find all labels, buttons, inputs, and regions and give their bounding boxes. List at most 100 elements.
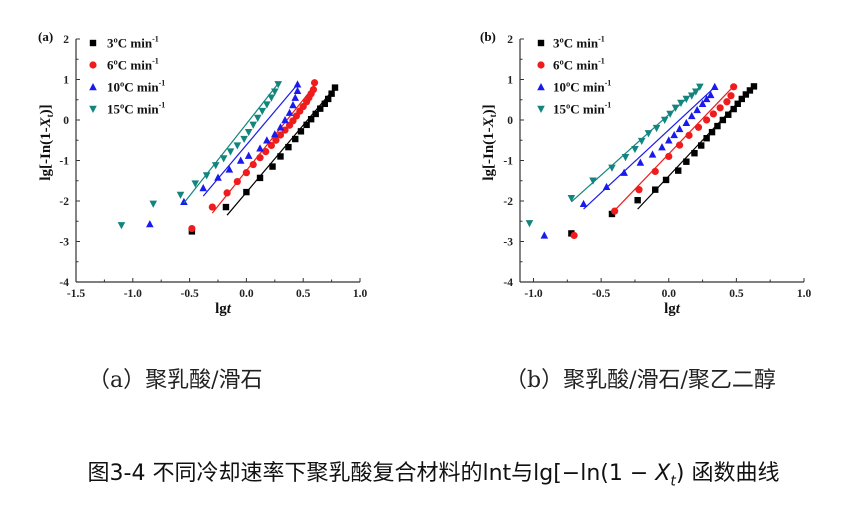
x-axis-label: lgt xyxy=(664,301,681,317)
data-point xyxy=(750,83,758,90)
figure-title-text: 图3-4 不同冷却速率下聚乳酸复合材料的lnt与lg[−ln(1 − xyxy=(87,461,656,486)
data-point xyxy=(675,167,682,174)
data-point xyxy=(692,88,700,96)
y-tick-label: 2 xyxy=(507,34,513,46)
data-point xyxy=(706,90,715,99)
x-tick-label: 0.5 xyxy=(296,288,311,300)
legend-label-sup: -1 xyxy=(605,101,612,110)
y-tick-label: -4 xyxy=(59,277,69,289)
legend-label-sup: -1 xyxy=(598,57,605,66)
data-point xyxy=(312,110,319,118)
data-point xyxy=(665,152,673,161)
data-point xyxy=(269,163,276,170)
data-point xyxy=(703,116,711,124)
data-point xyxy=(226,148,235,156)
data-point xyxy=(687,92,696,100)
data-point xyxy=(244,128,253,137)
y-axis-label: lg[-In(1-Xt)] xyxy=(481,104,498,180)
data-point xyxy=(256,174,264,182)
data-point xyxy=(309,86,318,94)
y-tick-label: 1 xyxy=(507,75,513,87)
data-point xyxy=(634,196,641,204)
data-point xyxy=(267,94,276,102)
data-point xyxy=(738,95,745,103)
y-tick-label: -3 xyxy=(59,237,69,249)
legend-label-text: 10ºC min xyxy=(107,80,159,95)
data-point xyxy=(644,130,653,138)
legend-marker xyxy=(89,39,97,47)
data-point xyxy=(310,79,319,87)
data-point xyxy=(719,116,727,124)
legend-label-sup: -1 xyxy=(598,35,605,44)
x-tick-label: -1.0 xyxy=(524,288,542,300)
data-point xyxy=(685,131,693,139)
data-point xyxy=(249,121,258,129)
data-point xyxy=(714,122,721,130)
data-point xyxy=(281,126,289,134)
legend-marker xyxy=(537,39,545,47)
data-point xyxy=(331,84,339,91)
data-point xyxy=(191,180,200,188)
data-point xyxy=(244,151,253,159)
y-tick-label: -2 xyxy=(503,196,513,208)
legend-marker xyxy=(537,83,545,91)
data-point xyxy=(225,165,234,173)
data-point xyxy=(620,168,628,176)
data-point xyxy=(263,136,271,144)
figure-title-end: ) 函数曲线 xyxy=(675,461,780,486)
legend-label-text: 10ºC min xyxy=(553,80,605,95)
x-axis-label-italic: t xyxy=(227,301,232,317)
y-tick-label: -1 xyxy=(503,156,513,168)
data-point xyxy=(567,194,576,203)
x-tick-label: 0.0 xyxy=(239,288,254,300)
data-point xyxy=(635,186,643,194)
data-point xyxy=(746,87,754,94)
data-point xyxy=(328,90,335,97)
data-point xyxy=(696,83,704,91)
data-point xyxy=(256,154,264,162)
legend-label: 15ºC min-1 xyxy=(553,101,611,117)
data-point xyxy=(202,172,211,180)
data-point xyxy=(708,128,716,136)
data-point xyxy=(698,142,705,149)
data-point xyxy=(242,169,250,177)
data-point xyxy=(691,150,698,157)
legend-marker xyxy=(89,61,97,69)
legend-marker xyxy=(537,105,545,113)
data-point xyxy=(682,118,691,127)
data-point xyxy=(272,136,280,144)
data-point xyxy=(723,98,731,106)
legend-label: 6ºC min-1 xyxy=(107,57,159,73)
legend-label: 6ºC min-1 xyxy=(553,57,605,73)
x-axis-label-italic: t xyxy=(676,301,681,317)
data-point xyxy=(253,114,262,122)
data-point xyxy=(222,203,230,211)
data-point xyxy=(303,121,310,129)
x-tick-label: 0.5 xyxy=(729,288,744,300)
legend-label-text: 15ºC min xyxy=(553,102,605,117)
data-point xyxy=(289,101,297,109)
legend-marker xyxy=(537,61,545,69)
series-3C xyxy=(568,83,758,237)
figure-title: 图3-4 不同冷却速率下聚乳酸复合材料的lnt与lg[−ln(1 − Xt) 函… xyxy=(0,455,867,489)
fit-line xyxy=(183,83,279,204)
legend-label-text: 3ºC min xyxy=(553,36,599,51)
data-point xyxy=(658,143,666,151)
data-point xyxy=(293,80,302,88)
data-point xyxy=(570,231,578,240)
y-axis-label-sub: t xyxy=(45,114,55,117)
data-point xyxy=(730,83,738,91)
data-point xyxy=(149,200,158,208)
data-point xyxy=(589,177,597,185)
data-point xyxy=(652,186,659,193)
legend-label-text: 6ºC min xyxy=(553,58,599,73)
legend-label: 10ºC min-1 xyxy=(553,79,611,95)
data-point xyxy=(675,141,684,149)
data-point xyxy=(666,110,674,118)
panel-label: (b) xyxy=(480,29,496,44)
y-tick-label: -2 xyxy=(59,196,69,208)
y-axis-label-italic: X xyxy=(481,116,497,128)
data-point xyxy=(211,162,220,170)
data-point xyxy=(734,100,741,107)
x-tick-label: -0.5 xyxy=(592,288,610,300)
